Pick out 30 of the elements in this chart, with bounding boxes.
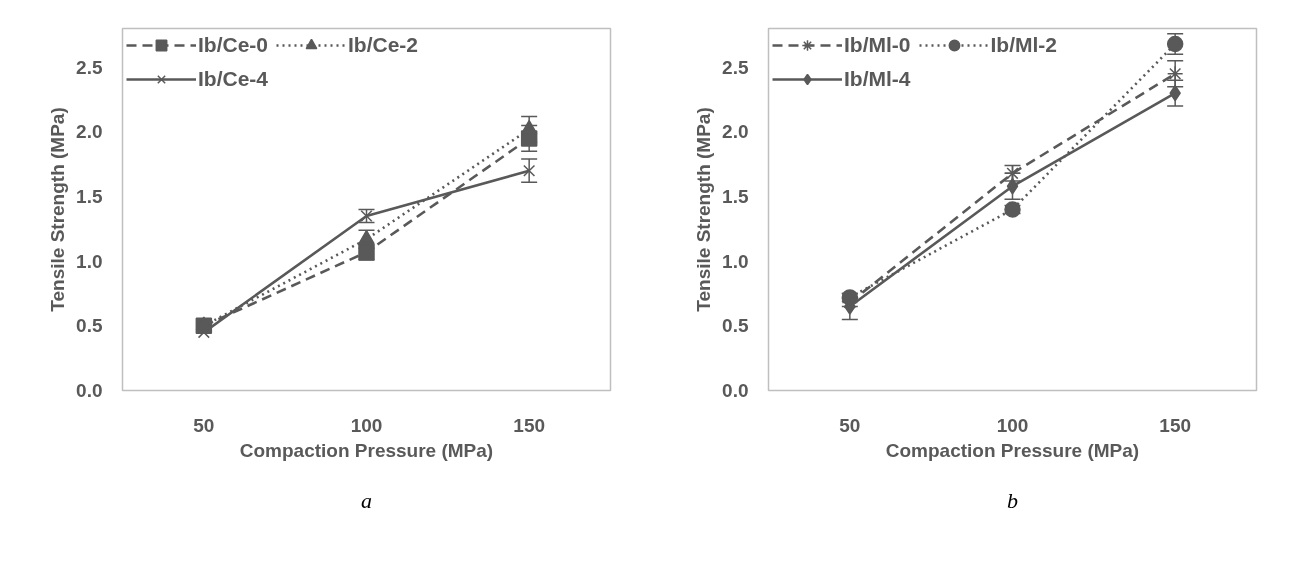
y-tick-label: 1.5 [76,186,103,208]
x-tick-label: 50 [193,414,215,436]
x-axis-title: Compaction Pressure (MPa) [885,439,1140,461]
y-tick-label: 0.0 [722,380,749,401]
text: a [361,488,372,513]
legend-label: Ib/Ml-2 [990,33,1057,57]
legend-label: Ib/Ml-0 [844,33,911,57]
y-axis-title: Tensile Strength (MPa) [47,107,69,312]
x-tick-label: 150 [513,414,546,436]
legend-label: Ib/Ce-2 [348,33,419,57]
y-tick-label: 2.5 [722,56,749,78]
y-tick-label: 2.5 [76,56,103,78]
x-axis-title: Compaction Pressure (MPa) [239,439,494,461]
y-tick-label: 1.0 [722,250,749,272]
y-tick-label: 0.5 [722,315,749,337]
text: b [1007,488,1018,513]
legend-label: Ib/Ce-0 [198,33,269,57]
y-tick-label: 0.5 [76,315,103,337]
y-tick-label: 2.0 [76,121,103,143]
y-tick-label: 1.0 [76,250,103,272]
x-tick-label: 100 [350,414,383,436]
x-tick-label: 100 [996,414,1029,436]
y-axis-title: Tensile Strength (MPa) [693,107,715,312]
legend-label: Ib/Ce-4 [198,67,269,91]
y-tick-label: 0.0 [76,380,103,401]
legend-label: Ib/Ml-4 [844,67,911,91]
y-tick-label: 1.5 [722,186,749,208]
x-tick-label: 150 [1159,414,1192,436]
y-tick-label: 2.0 [722,121,749,143]
x-tick-label: 50 [839,414,861,436]
